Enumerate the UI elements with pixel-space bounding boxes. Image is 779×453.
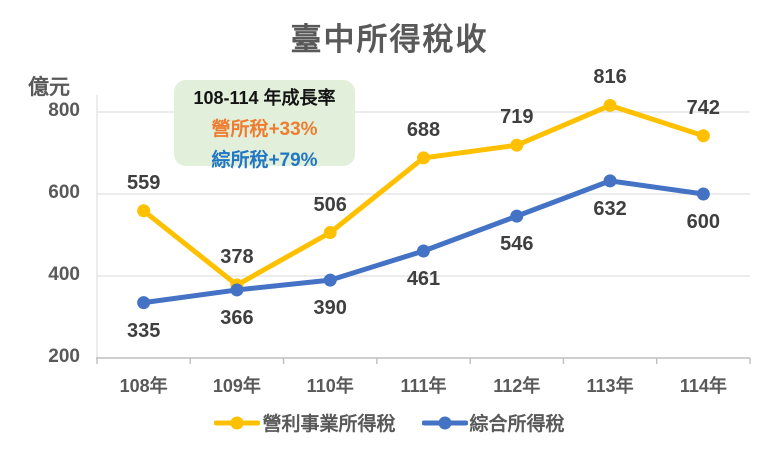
x-tick-label: 111年 [400,376,447,396]
legend-marker [438,416,451,429]
legend-item-1: 綜合所得稅 [421,409,565,436]
data-point [323,226,337,240]
data-label: 719 [500,106,534,129]
data-label: 600 [686,211,721,233]
data-point [230,283,244,297]
y-axis-unit-label: 億元 [28,76,70,99]
data-label: 816 [593,66,627,89]
data-label: 742 [686,96,721,119]
data-point [510,209,524,223]
data-label: 390 [313,297,347,320]
x-tick-label: 114年 [679,376,727,396]
data-point [603,98,617,112]
y-tick-label: 800 [48,100,80,121]
x-tick-label: 113年 [586,376,634,396]
data-point [137,296,151,310]
data-label: 506 [313,193,347,216]
data-label: 688 [406,118,441,141]
x-tick-label: 112年 [493,376,541,396]
data-point [137,204,151,218]
data-point [417,244,430,258]
data-label: 559 [126,171,161,194]
data-point [603,174,617,188]
data-point [510,138,524,152]
data-point [696,187,710,201]
data-label: 366 [220,306,254,329]
legend-line-marker-icon [421,416,468,429]
data-label: 378 [220,246,254,269]
data-label: 461 [406,267,441,290]
data-label: 546 [500,233,534,256]
data-label: 335 [126,319,161,342]
legend: 營利事業所得稅 綜合所得稅 [0,409,779,436]
annotation-title: 108-114 年成長率 [193,88,336,108]
growth-rate-annotation: 108-114 年成長率 營所稅+33% 綜所稅+79% [174,80,355,171]
data-point [696,129,710,143]
y-tick-label: 400 [48,264,80,285]
x-tick-label: 109年 [212,376,261,396]
chart-title: 臺中所得稅收 [290,22,489,57]
legend-line-marker-icon [214,416,261,429]
x-tick-label: 110年 [306,376,354,396]
legend-item-0: 營利事業所得稅 [214,409,396,436]
data-label: 632 [593,197,627,220]
legend-label: 綜合所得稅 [469,414,565,435]
legend-marker [230,416,244,429]
data-point [323,273,337,287]
annotation-individual-tax-growth: 綜所稅+79% [211,150,318,171]
legend-label: 營利事業所得稅 [262,414,396,435]
y-tick-label: 600 [48,182,80,203]
x-tick-label: 108年 [119,376,168,396]
data-point [417,151,430,165]
y-tick-label: 200 [48,346,80,367]
annotation-profit-tax-growth: 營所稅+33% [211,119,318,140]
